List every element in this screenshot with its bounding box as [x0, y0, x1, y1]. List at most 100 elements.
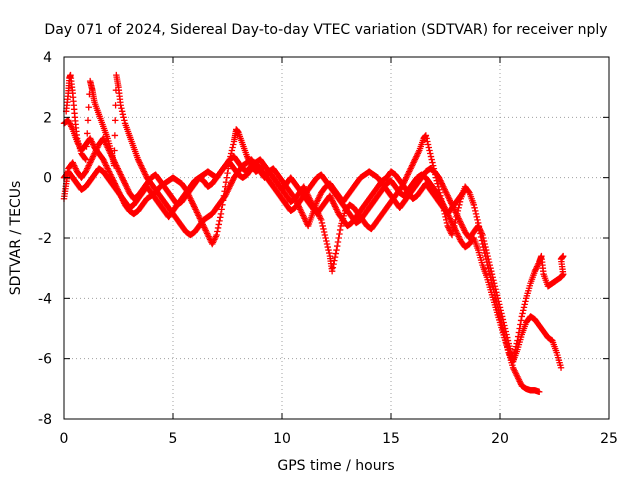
data-point [510, 352, 518, 359]
y-tick-label: -4 [38, 291, 52, 307]
data-point [472, 210, 480, 218]
data-point [331, 253, 339, 261]
data-point [498, 310, 505, 317]
data-point [425, 144, 432, 151]
data-point [216, 217, 223, 225]
data-point [490, 280, 498, 287]
y-tick-label: 2 [43, 110, 52, 126]
data-point [501, 325, 509, 332]
data-point [120, 114, 127, 121]
data-point [488, 271, 496, 278]
data-point [85, 104, 92, 111]
data-point [319, 222, 326, 230]
y-tick-label: 0 [43, 171, 52, 187]
data-point [424, 141, 432, 148]
data-point [83, 143, 90, 150]
data-point [496, 304, 504, 311]
data-point [472, 207, 479, 215]
data-point [213, 231, 220, 239]
data-point [482, 243, 489, 251]
data-point [519, 310, 526, 317]
y-tick-label: 4 [43, 50, 52, 66]
data-point [324, 243, 331, 251]
data-point [461, 186, 469, 193]
data-point [326, 249, 333, 257]
x-tick-label: 0 [60, 431, 69, 447]
data-point [514, 333, 522, 340]
data-point [490, 277, 497, 284]
data-point [480, 234, 487, 242]
data-point [331, 257, 338, 264]
data-point [512, 343, 520, 350]
data-point [501, 322, 508, 329]
data-point [485, 258, 493, 266]
data-point [336, 230, 343, 238]
data-point [470, 201, 478, 209]
data-point [513, 340, 520, 347]
data-point [333, 246, 340, 254]
data-point [481, 240, 488, 248]
data-point [426, 147, 433, 154]
data-point [214, 224, 222, 232]
data-point [217, 214, 224, 221]
data-point [560, 252, 567, 260]
data-point [482, 246, 490, 254]
data-point [427, 150, 434, 157]
data-point [491, 283, 499, 290]
data-point [422, 132, 430, 139]
data-point [484, 252, 491, 260]
data-point [84, 130, 91, 137]
data-point [118, 108, 126, 115]
y-axis-label: SDTVAR / TECUs [8, 181, 24, 296]
data-point [497, 307, 504, 314]
data-point [224, 169, 231, 177]
data-point [520, 304, 528, 311]
data-point [504, 337, 512, 344]
y-tick-label: -6 [38, 352, 52, 368]
data-point [500, 319, 507, 326]
data-point [230, 141, 237, 148]
data-point [111, 147, 118, 154]
data-point [336, 226, 344, 234]
data-point [461, 187, 468, 194]
data-point [215, 221, 222, 228]
data-point [496, 301, 503, 308]
data-point [485, 255, 492, 263]
data-point [493, 292, 501, 299]
data-point [222, 178, 230, 186]
data-point [322, 234, 329, 242]
data-point [330, 260, 337, 268]
data-point [110, 162, 118, 169]
data-point [118, 105, 125, 112]
data-point [480, 237, 488, 245]
data-point [424, 138, 431, 145]
data-point [82, 156, 89, 163]
x-tick-label: 5 [169, 431, 178, 447]
data-point [488, 267, 495, 275]
x-tick-label: 15 [382, 431, 400, 447]
data-point [121, 117, 128, 124]
data-point [323, 237, 330, 245]
data-point [427, 153, 435, 160]
data-point [335, 234, 342, 242]
data-point [473, 213, 480, 221]
y-tick-label: -2 [38, 231, 52, 247]
data-point [218, 206, 225, 213]
data-point [517, 321, 524, 328]
data-points [60, 71, 567, 396]
data-point [502, 328, 510, 335]
data-point [504, 334, 511, 341]
data-point [328, 267, 336, 275]
data-point [111, 132, 119, 139]
data-point [493, 289, 500, 296]
data-point [81, 155, 89, 162]
data-point [494, 295, 502, 302]
x-axis-label: GPS time / hours [277, 458, 394, 474]
data-point [320, 225, 327, 233]
x-tick-label: 20 [491, 431, 509, 447]
data-point [423, 135, 430, 142]
data-point [520, 307, 527, 314]
data-point [487, 264, 494, 272]
data-point [112, 117, 119, 124]
data-point [514, 337, 521, 344]
